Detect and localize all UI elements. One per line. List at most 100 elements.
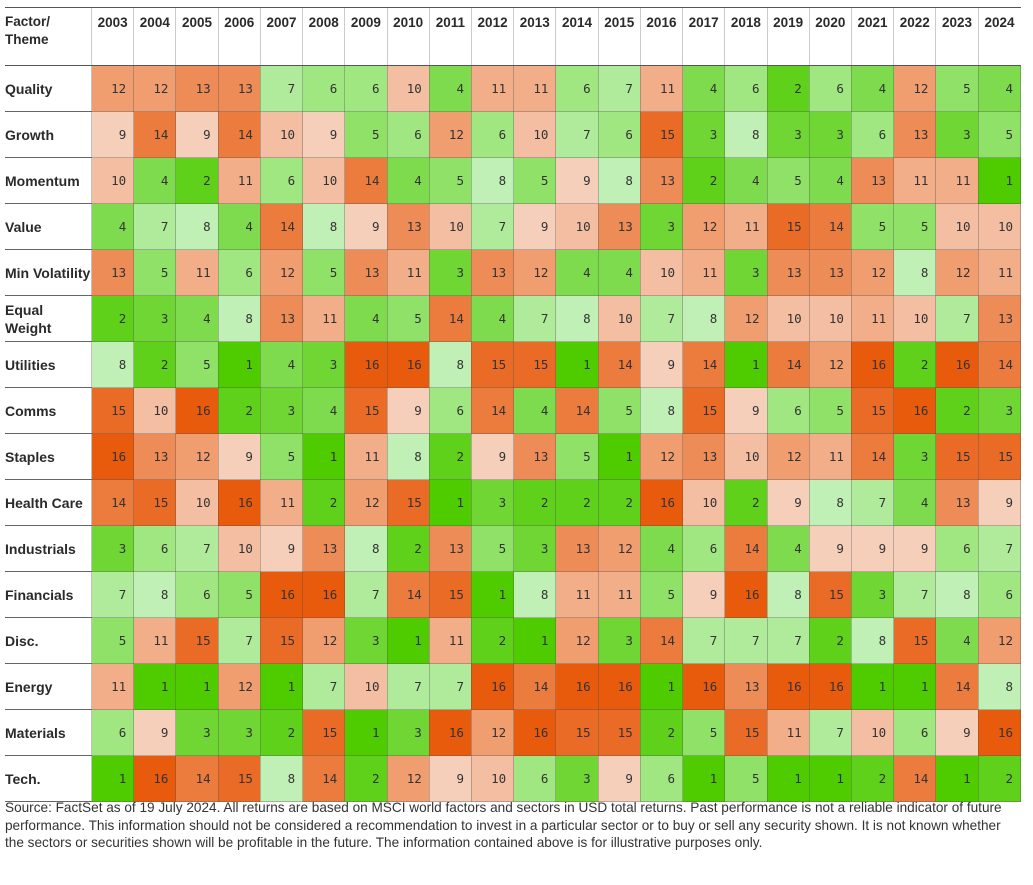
row-label: Tech.: [5, 755, 92, 802]
heatmap-cell-2003: 3: [90, 525, 135, 572]
heatmap-cell-2006: 9: [217, 433, 261, 480]
heatmap-cell-2004: 15: [133, 479, 177, 526]
heatmap-cell-2013: 6: [513, 755, 557, 802]
heatmap-cell-2016: 8: [639, 387, 684, 434]
heatmap-cell-2012: 14: [470, 387, 515, 434]
column-header-2015: 2015: [597, 7, 641, 66]
heatmap-cell-2020: 10: [808, 295, 852, 342]
row-label: Utilities: [5, 341, 92, 388]
heatmap-cell-2018: 3: [724, 249, 768, 296]
heatmap-cell-2020: 2: [808, 617, 852, 664]
heatmap-cell-2011: 12: [428, 111, 472, 158]
heatmap-cell-2015: 1: [597, 433, 641, 480]
heatmap-cell-2007: 15: [259, 617, 304, 664]
heatmap-cell-2016: 3: [639, 203, 684, 250]
heatmap-cell-2012: 1: [470, 571, 515, 618]
heatmap-cell-2021: 1: [850, 663, 895, 710]
heatmap-cell-2007: 11: [259, 479, 304, 526]
heatmap-cell-2007: 6: [259, 157, 304, 204]
heatmap-cell-2017: 11: [682, 249, 726, 296]
heatmap-cell-2020: 9: [808, 525, 852, 572]
heatmap-cell-2005: 6: [175, 571, 219, 618]
heatmap-cell-2014: 2: [555, 479, 599, 526]
heatmap-cell-2024: 9: [977, 479, 1022, 526]
heatmap-cell-2019: 13: [766, 249, 810, 296]
heatmap-cell-2016: 6: [639, 755, 684, 802]
heatmap-cell-2003: 13: [90, 249, 135, 296]
heatmap-cell-2005: 11: [175, 249, 219, 296]
heatmap-cell-2005: 8: [175, 203, 219, 250]
heatmap-cell-2004: 3: [133, 295, 177, 342]
heatmap-cell-2017: 9: [682, 571, 726, 618]
row-label: Disc.: [5, 617, 92, 664]
heatmap-cell-2005: 4: [175, 295, 219, 342]
heatmap-cell-2019: 12: [766, 433, 810, 480]
heatmap-cell-2018: 14: [724, 525, 768, 572]
column-header-2021: 2021: [850, 7, 894, 66]
heatmap-cell-2013: 5: [513, 157, 557, 204]
heatmap-cell-2011: 16: [428, 709, 472, 756]
column-header-2004: 2004: [133, 7, 176, 66]
heatmap-cell-2005: 7: [175, 525, 219, 572]
column-header-2023: 2023: [935, 7, 979, 66]
heatmap-cell-2017: 13: [682, 433, 726, 480]
column-header-2012: 2012: [470, 7, 514, 66]
heatmap-cell-2008: 13: [302, 525, 346, 572]
heatmap-cell-2013: 9: [513, 203, 557, 250]
heatmap-cell-2015: 5: [597, 387, 641, 434]
heatmap-cell-2005: 16: [175, 387, 219, 434]
row-label: Energy: [5, 663, 92, 710]
heatmap-cell-2009: 2: [344, 755, 388, 802]
heatmap-cell-2014: 8: [555, 295, 599, 342]
heatmap-cell-2012: 16: [470, 663, 515, 710]
heatmap-cell-2021: 16: [850, 341, 895, 388]
heatmap-cell-2010: 9: [386, 387, 430, 434]
heatmap-cell-2004: 1: [133, 663, 177, 710]
column-header-2005: 2005: [175, 7, 219, 66]
heatmap-cell-2005: 9: [175, 111, 219, 158]
heatmap-cell-2016: 2: [639, 709, 684, 756]
heatmap-cell-2024: 14: [977, 341, 1022, 388]
heatmap-cell-2022: 7: [893, 571, 937, 618]
heatmap-cell-2008: 2: [302, 479, 346, 526]
heatmap-cell-2022: 6: [893, 709, 937, 756]
heatmap-cell-2015: 6: [597, 111, 641, 158]
heatmap-cell-2003: 12: [90, 65, 135, 112]
heatmap-cell-2004: 4: [133, 157, 177, 204]
heatmap-cell-2023: 1: [935, 755, 979, 802]
heatmap-cell-2021: 2: [850, 755, 895, 802]
heatmap-cell-2003: 5: [90, 617, 135, 664]
heatmap-cell-2019: 3: [766, 111, 810, 158]
heatmap-cell-2017: 3: [682, 111, 726, 158]
heatmap-cell-2007: 9: [259, 525, 304, 572]
heatmap-cell-2004: 6: [133, 525, 177, 572]
heatmap-cell-2006: 1: [217, 341, 261, 388]
heatmap-cell-2006: 10: [217, 525, 261, 572]
heatmap-cell-2009: 13: [344, 249, 388, 296]
heatmap-cell-2020: 6: [808, 65, 852, 112]
heatmap-cell-2018: 7: [724, 617, 768, 664]
heatmap-cell-2009: 5: [344, 111, 388, 158]
heatmap-cell-2020: 16: [808, 663, 852, 710]
heatmap-cell-2008: 5: [302, 249, 346, 296]
column-header-2003: 2003: [90, 7, 134, 66]
heatmap-cell-2017: 8: [682, 295, 726, 342]
heatmap-cell-2011: 8: [428, 341, 472, 388]
heatmap-cell-2003: 14: [90, 479, 135, 526]
heatmap-cell-2017: 10: [682, 479, 726, 526]
heatmap-cell-2023: 16: [935, 341, 979, 388]
heatmap-cell-2019: 1: [766, 755, 810, 802]
heatmap-cell-2019: 10: [766, 295, 810, 342]
heatmap-cell-2012: 3: [470, 479, 515, 526]
heatmap-cell-2022: 1: [893, 663, 937, 710]
heatmap-cell-2018: 2: [724, 479, 768, 526]
heatmap-cell-2024: 11: [977, 249, 1022, 296]
heatmap-cell-2009: 16: [344, 341, 388, 388]
heatmap-cell-2009: 3: [344, 617, 388, 664]
heatmap-cell-2008: 3: [302, 341, 346, 388]
heatmap-cell-2014: 7: [555, 111, 599, 158]
heatmap-cell-2010: 8: [386, 433, 430, 480]
heatmap-cell-2018: 5: [724, 755, 768, 802]
heatmap-cell-2011: 2: [428, 433, 472, 480]
table-row: Quality 12 12 13 13 7 6 6 10 4 11 11 6 7 11 4 6 2 6 4 12 5 4: [5, 65, 1022, 112]
